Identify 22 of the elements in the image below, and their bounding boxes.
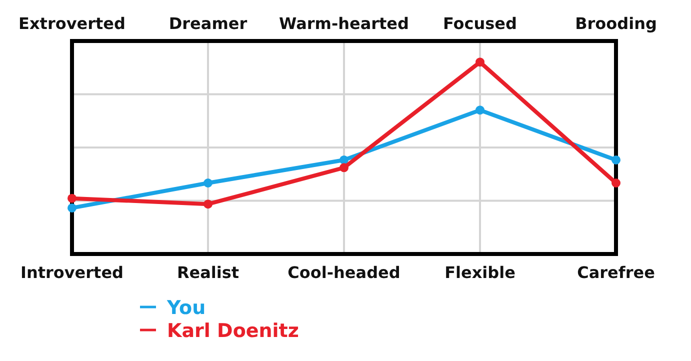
x-tick-label: Realist: [176, 263, 240, 282]
x-tick-label: Introverted: [20, 263, 124, 282]
text: Warm-hearted: [279, 14, 409, 33]
text: Dreamer: [168, 14, 248, 33]
point: [476, 106, 484, 115]
point: [204, 200, 212, 209]
text: Brooding: [575, 14, 657, 33]
legend-label: Karl Doenitz: [167, 320, 299, 342]
point: [612, 178, 620, 188]
point: [340, 155, 348, 164]
point: [68, 194, 76, 203]
x-tick-label: Flexible: [444, 263, 516, 282]
legend-label: You: [166, 297, 206, 319]
point: [204, 178, 212, 188]
text: Focused: [443, 14, 517, 33]
x-tick-label: Carefree: [577, 263, 656, 282]
point: [612, 155, 620, 164]
point: [476, 58, 484, 67]
point: [340, 163, 348, 172]
text: Extroverted: [18, 14, 126, 33]
x-tick-label: Cool-headed: [288, 263, 400, 282]
point: [68, 203, 76, 212]
